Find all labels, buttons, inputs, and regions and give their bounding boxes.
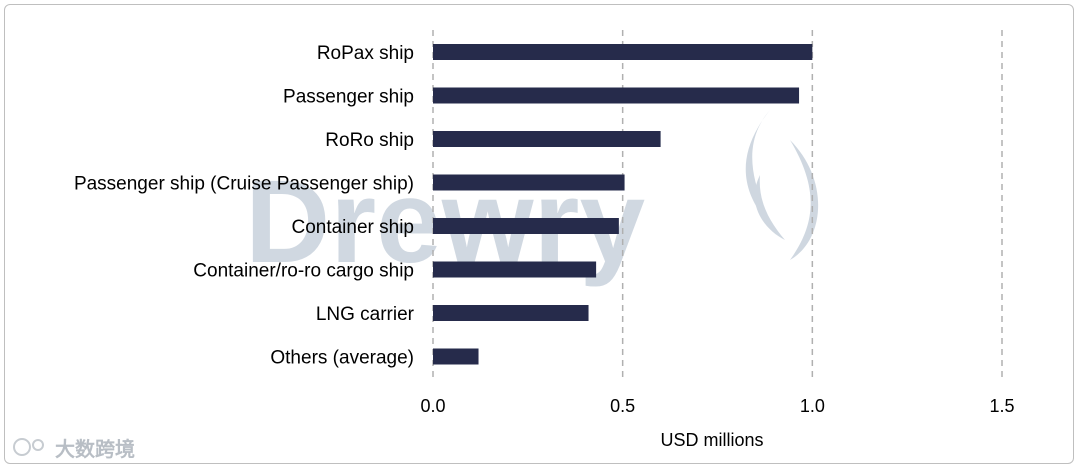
x-tick-label: 1.5 (989, 396, 1014, 416)
bar (433, 44, 813, 60)
x-tick-label: 1.0 (800, 396, 825, 416)
category-label: Container ship (291, 217, 414, 238)
footer-logo-icon (13, 438, 44, 456)
category-label: LNG carrier (316, 304, 415, 325)
x-tick-label: 0.0 (420, 396, 445, 416)
bar (433, 218, 619, 234)
bar (433, 305, 589, 321)
bar (433, 87, 800, 104)
category-labels: RoPax ship Passenger ship RoRo ship Passeng… (74, 43, 415, 369)
bar (433, 261, 597, 278)
bar (433, 131, 661, 147)
footer-logo-text: 大数跨境 (55, 437, 135, 461)
x-axis-label: USD millions (660, 430, 763, 450)
category-label: RoPax ship (317, 43, 414, 64)
bars (433, 44, 813, 365)
category-label: RoRo ship (325, 130, 414, 151)
watermark-flame-icon (745, 110, 819, 260)
bar (433, 348, 479, 365)
category-label: Passenger ship (283, 87, 414, 108)
category-label: Others (average) (270, 348, 414, 369)
x-tick-label: 0.5 (610, 396, 635, 416)
category-label: Container/ro-ro cargo ship (193, 261, 414, 282)
bar (433, 174, 625, 191)
category-label: Passenger ship (Cruise Passenger ship) (74, 174, 414, 195)
x-tick-labels: 0.0 0.5 1.0 1.5 (420, 396, 1014, 416)
